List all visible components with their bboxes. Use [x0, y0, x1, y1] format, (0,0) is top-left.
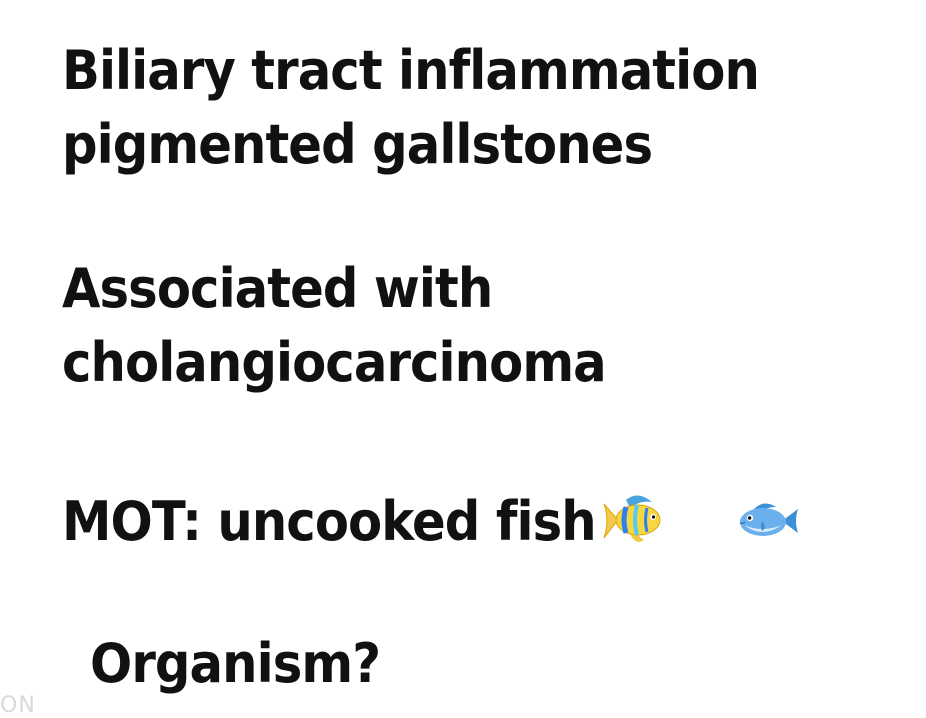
text-line-biliary: Biliary tract inflammation — [62, 39, 760, 102]
tropical-fish-icon — [603, 495, 661, 542]
text-line-associated: Associated with — [62, 257, 493, 320]
text-line-gallstones: pigmented gallstones — [62, 113, 653, 176]
text-line-organism: Organism? — [90, 632, 381, 695]
text-line-mot: MOT: uncooked fish — [62, 490, 597, 553]
watermark: ON — [0, 693, 36, 718]
text-line-cholangiocarcinoma: cholangiocarcinoma — [62, 331, 607, 394]
fish-icon — [739, 503, 798, 536]
